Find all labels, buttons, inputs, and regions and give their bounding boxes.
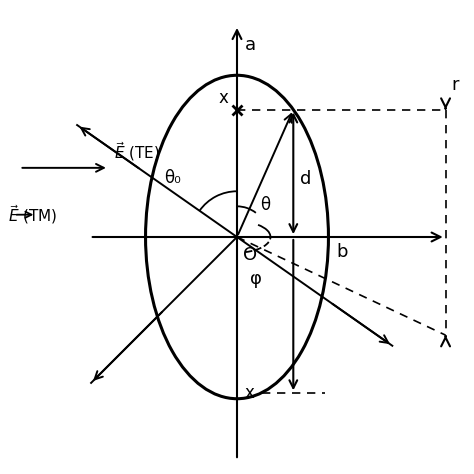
Text: θ₀: θ₀ [164, 169, 181, 187]
Text: x: x [245, 384, 254, 402]
Text: x: x [218, 89, 228, 107]
Text: O: O [243, 246, 257, 264]
Text: d: d [300, 170, 311, 188]
Text: φ: φ [250, 271, 262, 289]
Text: $\vec{E}$ (TE): $\vec{E}$ (TE) [114, 140, 160, 164]
Text: θ: θ [260, 196, 271, 214]
Text: $\vec{E}$ (TM): $\vec{E}$ (TM) [9, 203, 58, 226]
Text: b: b [336, 243, 348, 261]
Text: r: r [451, 76, 459, 94]
Text: a: a [245, 36, 256, 54]
